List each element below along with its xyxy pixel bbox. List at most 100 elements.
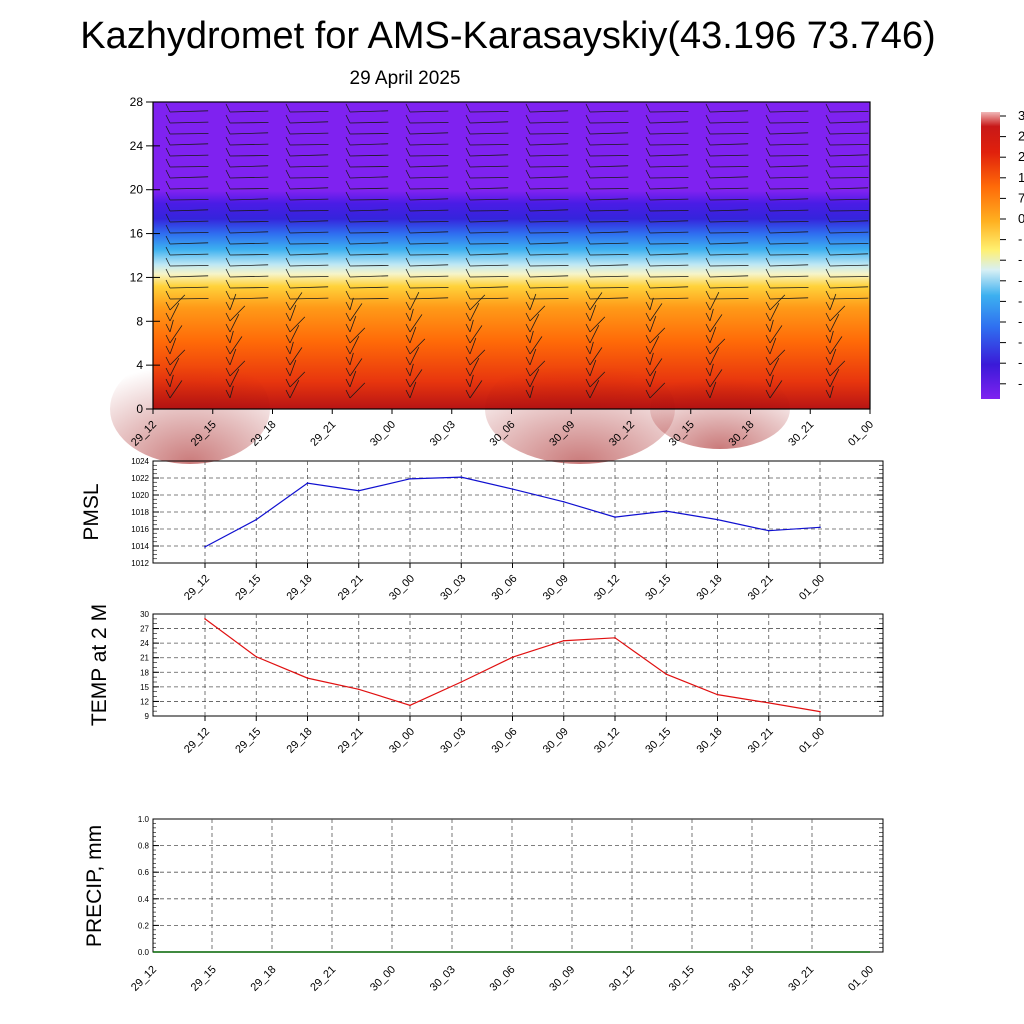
wind-barb-feather [825, 257, 831, 267]
wind-barb-feather [525, 213, 531, 223]
wind-barb-feather [225, 180, 231, 190]
wind-barb [469, 210, 509, 212]
wind-barb-feather [765, 356, 771, 366]
wind-barb-feather [225, 169, 231, 179]
wind-barb [289, 292, 303, 311]
wind-barb [409, 143, 449, 146]
wind-barb [469, 286, 509, 289]
wind-barb [589, 292, 603, 311]
wind-barb [289, 304, 297, 322]
wind-barb-feather [225, 334, 231, 344]
wind-barb-feather [225, 125, 231, 135]
wind-barb-feather [465, 279, 471, 289]
wind-barb-feather [645, 323, 651, 333]
wind-barb-feather [705, 356, 711, 366]
wind-barb [169, 121, 209, 124]
wind-barb-feather [705, 213, 711, 223]
wind-barb [229, 198, 269, 201]
wind-barb-feather [825, 290, 831, 300]
data-point [460, 681, 463, 683]
wind-barb-feather [825, 334, 831, 344]
chart-title: Kazhydromet for AMS-Karasayskiy(43.196 7… [80, 15, 935, 57]
wind-barb-feather [165, 367, 171, 377]
wind-barb [289, 198, 329, 201]
wind-barb [349, 275, 389, 278]
wind-barb [289, 286, 329, 289]
wind-barb-feather [585, 114, 591, 124]
xtick-label: 30_15 [643, 726, 673, 756]
wind-barb-feather [825, 312, 831, 322]
wind-barb-feather [645, 114, 651, 124]
wind-barb-feather [645, 191, 651, 201]
wind-barb [349, 133, 389, 135]
wind-barb [469, 374, 474, 388]
wind-barb [709, 220, 749, 223]
wind-barb [289, 121, 329, 124]
wind-barb-feather [525, 312, 531, 322]
wind-barb [709, 154, 749, 157]
wind-barb [169, 232, 209, 234]
wind-barb [169, 209, 209, 212]
wind-barb [769, 302, 780, 322]
wind-barb-feather [825, 301, 831, 311]
heatmap-ytick-label: 16 [130, 227, 144, 241]
wind-barb [169, 319, 174, 333]
wind-barb-feather [285, 246, 291, 256]
wind-barb [649, 335, 660, 355]
wind-barb-feather [285, 257, 291, 267]
wind-barb [169, 199, 209, 201]
wind-barb-feather [705, 312, 711, 322]
wind-barb [649, 286, 689, 289]
wind-barb-feather [405, 312, 411, 322]
wind-barb [229, 188, 269, 190]
wind-barb [829, 132, 869, 135]
wind-barb-feather [165, 136, 171, 146]
wind-barb-feather [465, 268, 471, 278]
wind-barb [169, 220, 209, 223]
wind-barb-feather [525, 268, 531, 278]
wind-barb-feather [645, 312, 651, 322]
wind-barb-feather [165, 279, 171, 289]
wind-barb [649, 370, 657, 388]
wind-barb [649, 132, 689, 135]
wind-barb-feather [585, 367, 591, 377]
wind-barb-feather [525, 125, 531, 135]
wind-barb-feather [525, 345, 531, 355]
wind-barb-feather [225, 367, 231, 377]
ytick-label: 0.6 [138, 868, 150, 877]
wind-barb [409, 326, 417, 344]
wind-barb-feather [225, 103, 231, 113]
wind-barb-feather [585, 279, 591, 289]
wind-barb-feather [705, 147, 711, 157]
wind-barb-feather [405, 290, 411, 300]
wind-barb [349, 110, 389, 113]
wind-barb [469, 302, 480, 322]
wind-barb [349, 232, 389, 234]
wind-barb-feather [405, 158, 411, 168]
wind-barb [469, 337, 477, 355]
wind-barb-feather [405, 345, 411, 355]
wind-barb-feather [585, 301, 591, 311]
wind-barb-feather [705, 268, 711, 278]
wind-barb-feather [285, 125, 291, 135]
wind-barb-feather [765, 224, 771, 234]
wind-barb-feather [405, 136, 411, 146]
wind-barb [349, 382, 366, 399]
wind-barb-feather [285, 180, 291, 190]
wind-barb-feather [225, 246, 231, 256]
wind-barb [649, 243, 689, 245]
wind-barb [649, 253, 689, 256]
wind-barb [589, 132, 629, 135]
wind-barb-feather [765, 367, 771, 377]
data-point [409, 704, 411, 707]
wind-barb [409, 176, 449, 179]
wind-barb-feather [225, 191, 231, 201]
wind-barb-feather [645, 103, 651, 113]
ytick-label: 1018 [131, 508, 149, 517]
wind-barb-feather [405, 213, 411, 223]
wind-barb-feather [165, 180, 171, 190]
xtick-label: 30_09 [541, 573, 571, 603]
wind-barb-feather [645, 345, 651, 355]
wind-barb [289, 210, 329, 212]
wind-barb [769, 221, 809, 223]
